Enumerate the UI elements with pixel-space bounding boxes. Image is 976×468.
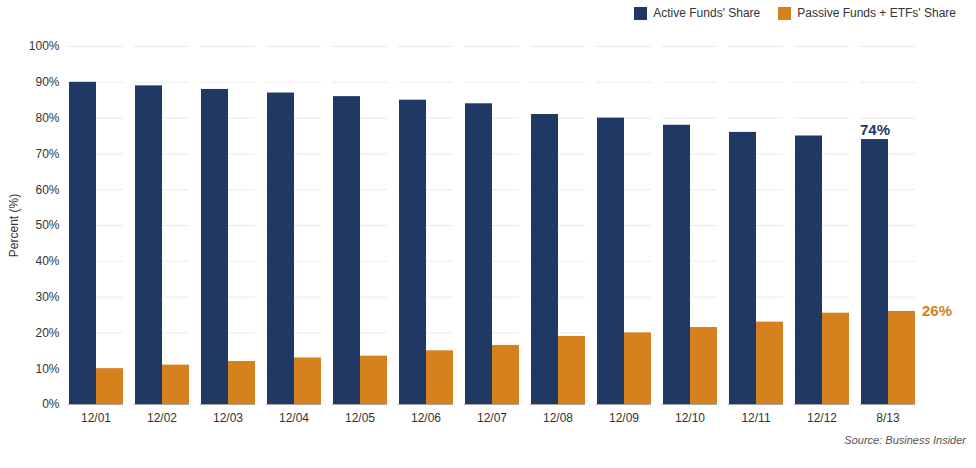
svg-text:74%: 74% <box>860 121 890 138</box>
svg-text:12/12: 12/12 <box>807 411 837 425</box>
svg-text:10%: 10% <box>35 362 59 376</box>
svg-text:12/10: 12/10 <box>675 411 705 425</box>
svg-text:12/02: 12/02 <box>147 411 177 425</box>
svg-text:26%: 26% <box>922 302 952 319</box>
html-text:Source: Business Insider: Source: Business Insider <box>844 434 966 446</box>
svg-text:12/03: 12/03 <box>213 411 243 425</box>
svg-text:20%: 20% <box>35 326 59 340</box>
svg-text:30%: 30% <box>35 290 59 304</box>
html-text:Passive Funds + ETFs' Share: Passive Funds + ETFs' Share <box>797 6 956 20</box>
svg-text:50%: 50% <box>35 218 59 232</box>
svg-text:0%: 0% <box>42 397 60 411</box>
svg-text:90%: 90% <box>35 75 59 89</box>
svg-text:12/06: 12/06 <box>411 411 441 425</box>
svg-text:100%: 100% <box>29 39 60 53</box>
svg-text:60%: 60% <box>35 183 59 197</box>
svg-text:12/01: 12/01 <box>81 411 111 425</box>
svg-text:12/09: 12/09 <box>609 411 639 425</box>
svg-text:70%: 70% <box>35 147 59 161</box>
svg-text:12/08: 12/08 <box>543 411 573 425</box>
svg-text:12/05: 12/05 <box>345 411 375 425</box>
svg-text:12/04: 12/04 <box>279 411 309 425</box>
svg-text:Percent (%): Percent (%) <box>7 194 21 257</box>
svg-text:12/07: 12/07 <box>477 411 507 425</box>
svg-text:40%: 40% <box>35 254 59 268</box>
svg-text:12/11: 12/11 <box>741 411 770 425</box>
html-text:Active Funds' Share: Active Funds' Share <box>653 6 761 20</box>
svg-text:8/13: 8/13 <box>876 411 900 425</box>
svg-text:80%: 80% <box>35 111 59 125</box>
